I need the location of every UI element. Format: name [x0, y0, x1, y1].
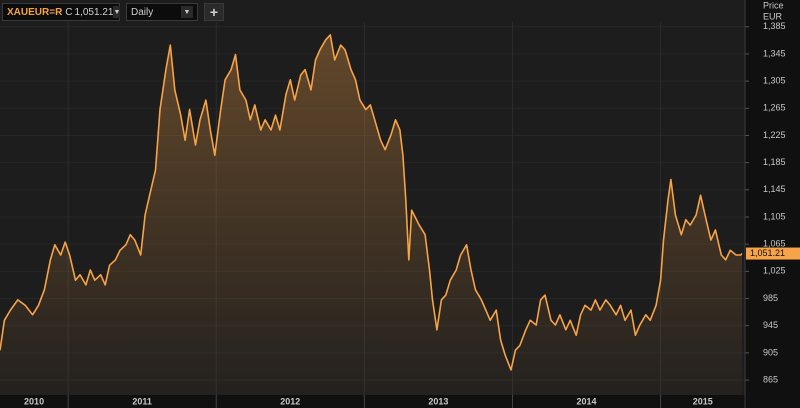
instrument-selector[interactable]: XAUEUR=R C 1,051.21 ▼	[2, 3, 121, 21]
axes: 865 905 945 985 1,025 1,065 1,105 1,145 1,185 1,2…	[24, 0, 800, 408]
y-axis-title: Price	[763, 0, 784, 10]
dropdown-caret: ▼	[181, 6, 193, 18]
add-label: +	[209, 4, 219, 20]
x-tick-label: 2015	[693, 396, 713, 406]
y-axis-background	[745, 0, 800, 408]
add-button[interactable]: +	[204, 3, 224, 21]
y-tick-label: 1,225	[763, 130, 786, 140]
marks	[0, 34, 743, 396]
y-tick-label: 1,185	[763, 157, 786, 167]
toolbar: XAUEUR=R C 1,051.21 ▼ Daily ▼ +	[0, 0, 747, 24]
y-tick-label: 1,065	[763, 239, 786, 249]
x-axis-background	[0, 395, 745, 408]
last-price: 1,051.21	[74, 6, 114, 18]
interval-selector[interactable]: Daily ▼	[126, 3, 198, 21]
y-tick-label: 945	[763, 320, 778, 330]
y-tick-label: 1,105	[763, 211, 786, 221]
last-price-tag	[746, 247, 800, 260]
y-tick-label: 1,265	[763, 103, 786, 113]
price-type: C	[65, 6, 73, 18]
y-tick-label: 1,385	[763, 21, 786, 31]
last-price-label: 1,051.21	[750, 248, 785, 258]
y-tick-label: 905	[763, 347, 778, 357]
y-tick-label: 985	[763, 293, 778, 303]
price-line	[0, 34, 743, 371]
instrument: XAUEUR=R	[7, 6, 63, 18]
y-tick-label: 1,305	[763, 75, 786, 85]
x-tick-label: 2014	[577, 396, 597, 406]
x-tick-label: 2013	[428, 396, 448, 406]
x-tick-label: 2010	[24, 396, 44, 406]
y-tick-label: 1,025	[763, 266, 786, 276]
x-tick-label: 2012	[280, 396, 300, 406]
price-area	[0, 34, 742, 396]
x-tick-label: 2011	[132, 396, 152, 406]
y-tick-label: 1,145	[763, 184, 786, 194]
interval: Daily	[131, 6, 154, 18]
y-tick-label: 865	[763, 374, 778, 384]
y-axis-unit: EUR	[763, 11, 783, 21]
dropdown-caret: ▼	[113, 6, 121, 18]
y-tick-label: 1,345	[763, 48, 786, 58]
